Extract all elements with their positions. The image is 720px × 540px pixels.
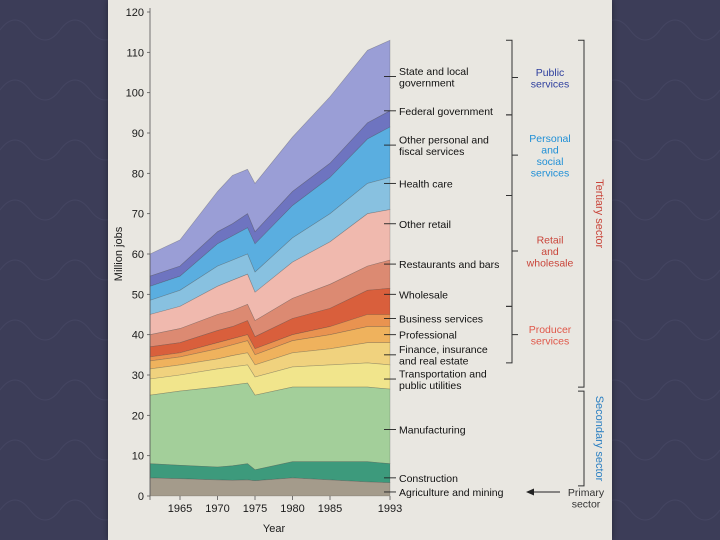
y-tick-label: 120: [126, 7, 144, 19]
x-tick-label: 1965: [168, 503, 192, 515]
series-label-state-and-local-government: State and local: [399, 66, 468, 78]
group-label-producer-services: services: [531, 335, 570, 347]
y-tick-labels: 0 10 20 30 40 50 60 70 80 90 100 110 120: [126, 7, 150, 503]
group-label-personal-and-social-services: and: [541, 144, 559, 156]
series-label-agriculture-and-mining: Agriculture and mining: [399, 487, 504, 499]
group-label-public-services: services: [531, 78, 570, 90]
y-tick-label: 70: [132, 209, 144, 221]
x-axis-title: Year: [263, 523, 286, 535]
series-label-transportation-and-public-utilities: public utilities: [399, 380, 461, 392]
sector-brackets: Tertiary sector Secondary sector: [578, 39, 605, 487]
x-tick-label: 1975: [243, 503, 267, 515]
sector-label-tertiary-sector: Tertiary sector: [593, 179, 605, 248]
y-tick-label: 50: [132, 289, 144, 301]
figure-card: 0 10 20 30 40 50 60 70 80 90 100 110 120 1965 1970 197…: [108, 0, 612, 540]
axis-layer: 0 10 20 30 40 50 60 70 80 90 100 110 120 1965 1970 197…: [113, 7, 402, 535]
group-label-retail-and-wholesale: and: [541, 246, 559, 258]
primary-sector-text: Primary: [568, 487, 605, 499]
y-axis-title: Million jobs: [113, 226, 125, 281]
bracket-retail-and-wholesale: [506, 195, 518, 307]
y-tick-label: 40: [132, 330, 144, 342]
primary-sector-text: sector: [572, 498, 601, 510]
group-label-personal-and-social-services: Personal: [529, 133, 570, 145]
group-label-retail-and-wholesale: Retail: [537, 234, 564, 246]
y-tick-label: 30: [132, 370, 144, 382]
y-tick-label: 10: [132, 451, 144, 463]
series-label-other-personal-and-fiscal-services: Other personal and: [399, 134, 489, 146]
bracket-secondary-sector: [578, 390, 585, 487]
areas-layer: [149, 39, 391, 497]
y-tick-label: 110: [126, 47, 144, 59]
group-label-personal-and-social-services: services: [531, 167, 570, 179]
series-label-business-services: Business services: [399, 314, 483, 326]
series-label-other-retail: Other retail: [399, 219, 451, 231]
y-tick-label: 0: [138, 491, 144, 503]
sector-label-secondary-sector: Secondary sector: [593, 396, 605, 482]
series-label-restaurants-and-bars: Restaurants and bars: [399, 259, 499, 271]
bracket-public-services: [506, 39, 518, 116]
area-manufacturing: [149, 382, 391, 471]
jobs-by-sector-chart: 0 10 20 30 40 50 60 70 80 90 100 110 120 1965 1970 197…: [113, 7, 605, 535]
group-label-producer-services: Producer: [529, 324, 572, 336]
series-label-professional: Professional: [399, 330, 457, 342]
series-label-other-personal-and-fiscal-services: fiscal services: [399, 146, 464, 158]
series-label-health-care: Health care: [399, 178, 453, 190]
x-tick-label: 1970: [205, 503, 229, 515]
y-tick-label: 80: [132, 168, 144, 180]
series-label-wholesale: Wholesale: [399, 289, 448, 301]
y-tick-label: 20: [132, 410, 144, 422]
primary-arrow-head: [526, 488, 534, 496]
bracket-tertiary-sector: [578, 39, 585, 388]
series-label-finance-insurance-and-real-estate: Finance, insurance: [399, 344, 488, 356]
y-tick-label: 100: [126, 88, 144, 100]
series-label-manufacturing: Manufacturing: [399, 424, 466, 436]
series-label-transportation-and-public-utilities: Transportation and: [399, 368, 487, 380]
series-label-federal-government: Federal government: [399, 106, 493, 118]
bracket-producer-services: [506, 305, 518, 364]
bracket-personal-and-social-services: [506, 114, 518, 197]
series-label-construction: Construction: [399, 473, 458, 485]
y-tick-label: 60: [132, 249, 144, 261]
group-label-personal-and-social-services: social: [537, 156, 564, 168]
series-label-finance-insurance-and-real-estate: and real estate: [399, 356, 469, 368]
x-tick-label: 1993: [378, 503, 402, 515]
group-label-public-services: Public: [536, 67, 565, 79]
series-label-state-and-local-government: government: [399, 77, 455, 89]
x-tick-labels: 1965 1970 1975 1980 1985 1993: [168, 496, 402, 515]
group-label-retail-and-wholesale: wholesale: [526, 257, 574, 269]
group-brackets: PublicservicesPersonalandsocialservicesR…: [506, 39, 574, 364]
y-tick-label: 90: [132, 128, 144, 140]
x-tick-label: 1980: [280, 503, 304, 515]
x-tick-label: 1985: [318, 503, 342, 515]
